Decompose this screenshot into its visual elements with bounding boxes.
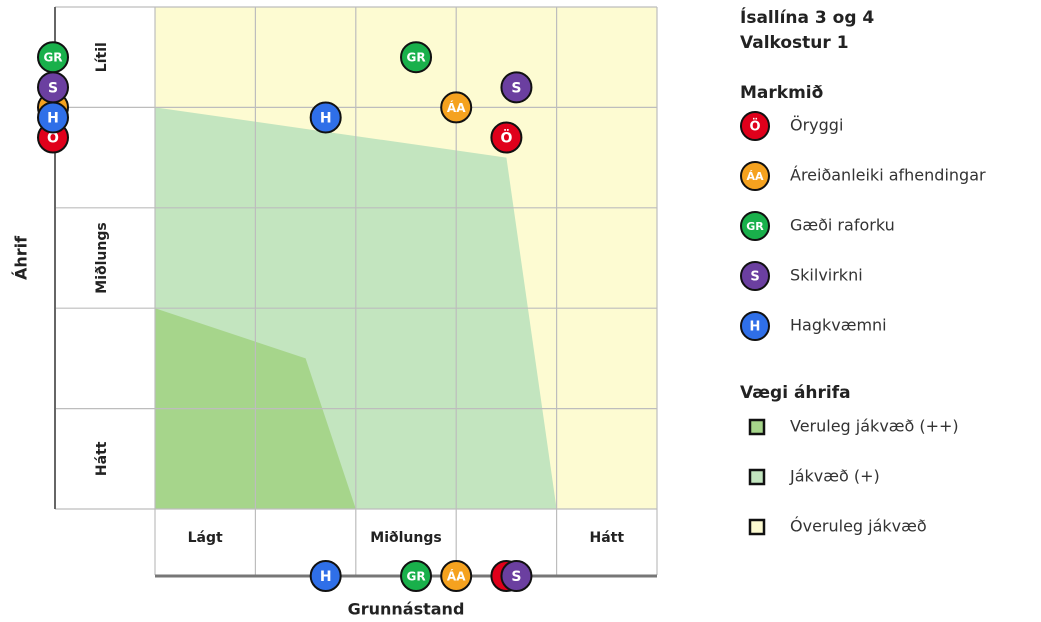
chart-title: Ísallína 3 og 4 xyxy=(740,6,874,28)
legend-marker xyxy=(740,261,770,291)
legend-title: Vægi áhrifa xyxy=(740,383,851,403)
x-projection xyxy=(500,560,533,592)
legend-marker xyxy=(740,111,770,141)
point-label: H xyxy=(320,110,332,126)
legend-marker xyxy=(740,161,770,191)
point xyxy=(490,121,523,154)
legend-label: Gæði raforku xyxy=(790,216,895,235)
legend-marker xyxy=(740,211,770,241)
point xyxy=(400,41,433,74)
y-category-label: Hátt xyxy=(94,441,110,476)
legend-marker-label: GR xyxy=(746,220,764,233)
point-label: GR xyxy=(406,51,425,65)
x-projection xyxy=(440,560,473,592)
x-projection xyxy=(309,560,342,592)
point-label: ÁA xyxy=(447,100,466,115)
x-category-label: Miðlungs xyxy=(370,530,441,546)
x-projection-label: H xyxy=(320,569,332,585)
x-projection-label: GR xyxy=(406,570,425,584)
y-category-label: Lítil xyxy=(94,42,110,72)
point xyxy=(440,91,473,124)
legend-swatch xyxy=(748,418,766,436)
x-category-label: Hátt xyxy=(590,530,625,546)
legend-label: Veruleg jákvæð (++) xyxy=(790,417,959,436)
x-category-label: Lágt xyxy=(188,530,223,546)
x-axis-title: Grunnástand xyxy=(348,600,465,619)
y-projection-label: GR xyxy=(43,51,62,65)
x-projection-label: S xyxy=(511,569,521,585)
y-label-column xyxy=(55,7,155,509)
y-category-label: Miðlungs xyxy=(94,222,110,293)
legend-label: Jákvæð (+) xyxy=(789,467,880,486)
legend-marker-label: Ö xyxy=(749,119,760,135)
chart-subtitle: Valkostur 1 xyxy=(740,33,849,53)
legend-marker-label: S xyxy=(750,270,759,285)
legend-swatch xyxy=(748,468,766,486)
point-label: Ö xyxy=(500,129,512,147)
legend-label: Öryggi xyxy=(790,116,843,135)
point xyxy=(500,71,533,104)
x-projection xyxy=(400,560,433,592)
y-projection-label: S xyxy=(48,80,58,96)
legend-marker-label: H xyxy=(750,320,761,335)
legend-title: Markmið xyxy=(740,83,823,103)
point-label: S xyxy=(511,80,521,96)
legend-marker xyxy=(740,311,770,341)
y-axis-title: Áhrif xyxy=(12,235,31,280)
legend-label: Óveruleg jákvæð xyxy=(790,517,927,536)
legend-label: Skilvirkni xyxy=(790,266,863,285)
point xyxy=(309,101,342,134)
x-projection-label: ÁA xyxy=(447,569,466,584)
legend-swatch xyxy=(748,518,766,536)
legend-label: Hagkvæmni xyxy=(790,316,887,335)
y-projection xyxy=(37,101,69,134)
y-projection-label: H xyxy=(47,110,59,126)
legend-marker-label: ÁA xyxy=(746,170,764,183)
legend-label: Áreiðanleiki afhendingar xyxy=(790,166,986,185)
